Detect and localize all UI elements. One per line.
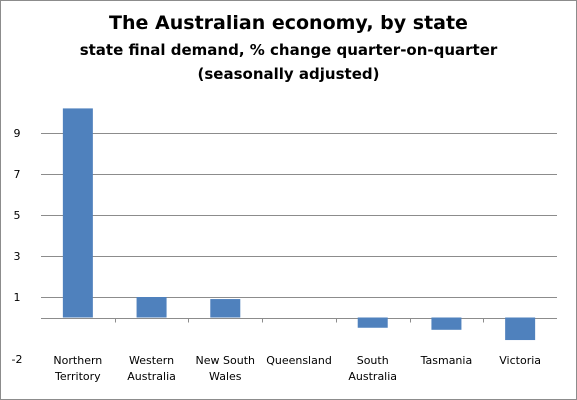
bar	[357, 317, 388, 328]
bar	[431, 317, 462, 330]
x-category-label: Northern	[53, 354, 102, 367]
y-tick-label: 1	[14, 291, 21, 304]
x-category-label: New South	[196, 354, 255, 367]
y-tick-label: 9	[14, 127, 21, 140]
x-category-label: Victoria	[499, 354, 541, 367]
chart-subtitle: state final demand, % change quarter-on-…	[79, 41, 498, 59]
x-category-label: South	[357, 354, 389, 367]
chart-title: The Australian economy, by state	[109, 12, 468, 34]
y-tick-label: 3	[14, 250, 21, 263]
x-category-label: Queensland	[266, 354, 332, 367]
y-tick-label: 7	[14, 168, 21, 181]
chart-subtitle-2: (seasonally adjusted)	[197, 65, 380, 83]
bar	[136, 297, 167, 318]
x-category-label: Australia	[127, 370, 176, 383]
y-tick-label: 5	[14, 209, 21, 222]
x-category-label: Territory	[54, 370, 101, 383]
bar	[62, 108, 93, 318]
y-tick-label: -2	[12, 353, 23, 366]
x-category-label: Wales	[209, 370, 242, 383]
bar	[210, 299, 241, 318]
x-category-label: Tasmania	[420, 354, 473, 367]
x-category-label: Western	[129, 354, 174, 367]
x-category-label: Australia	[348, 370, 397, 383]
bar	[505, 317, 536, 341]
